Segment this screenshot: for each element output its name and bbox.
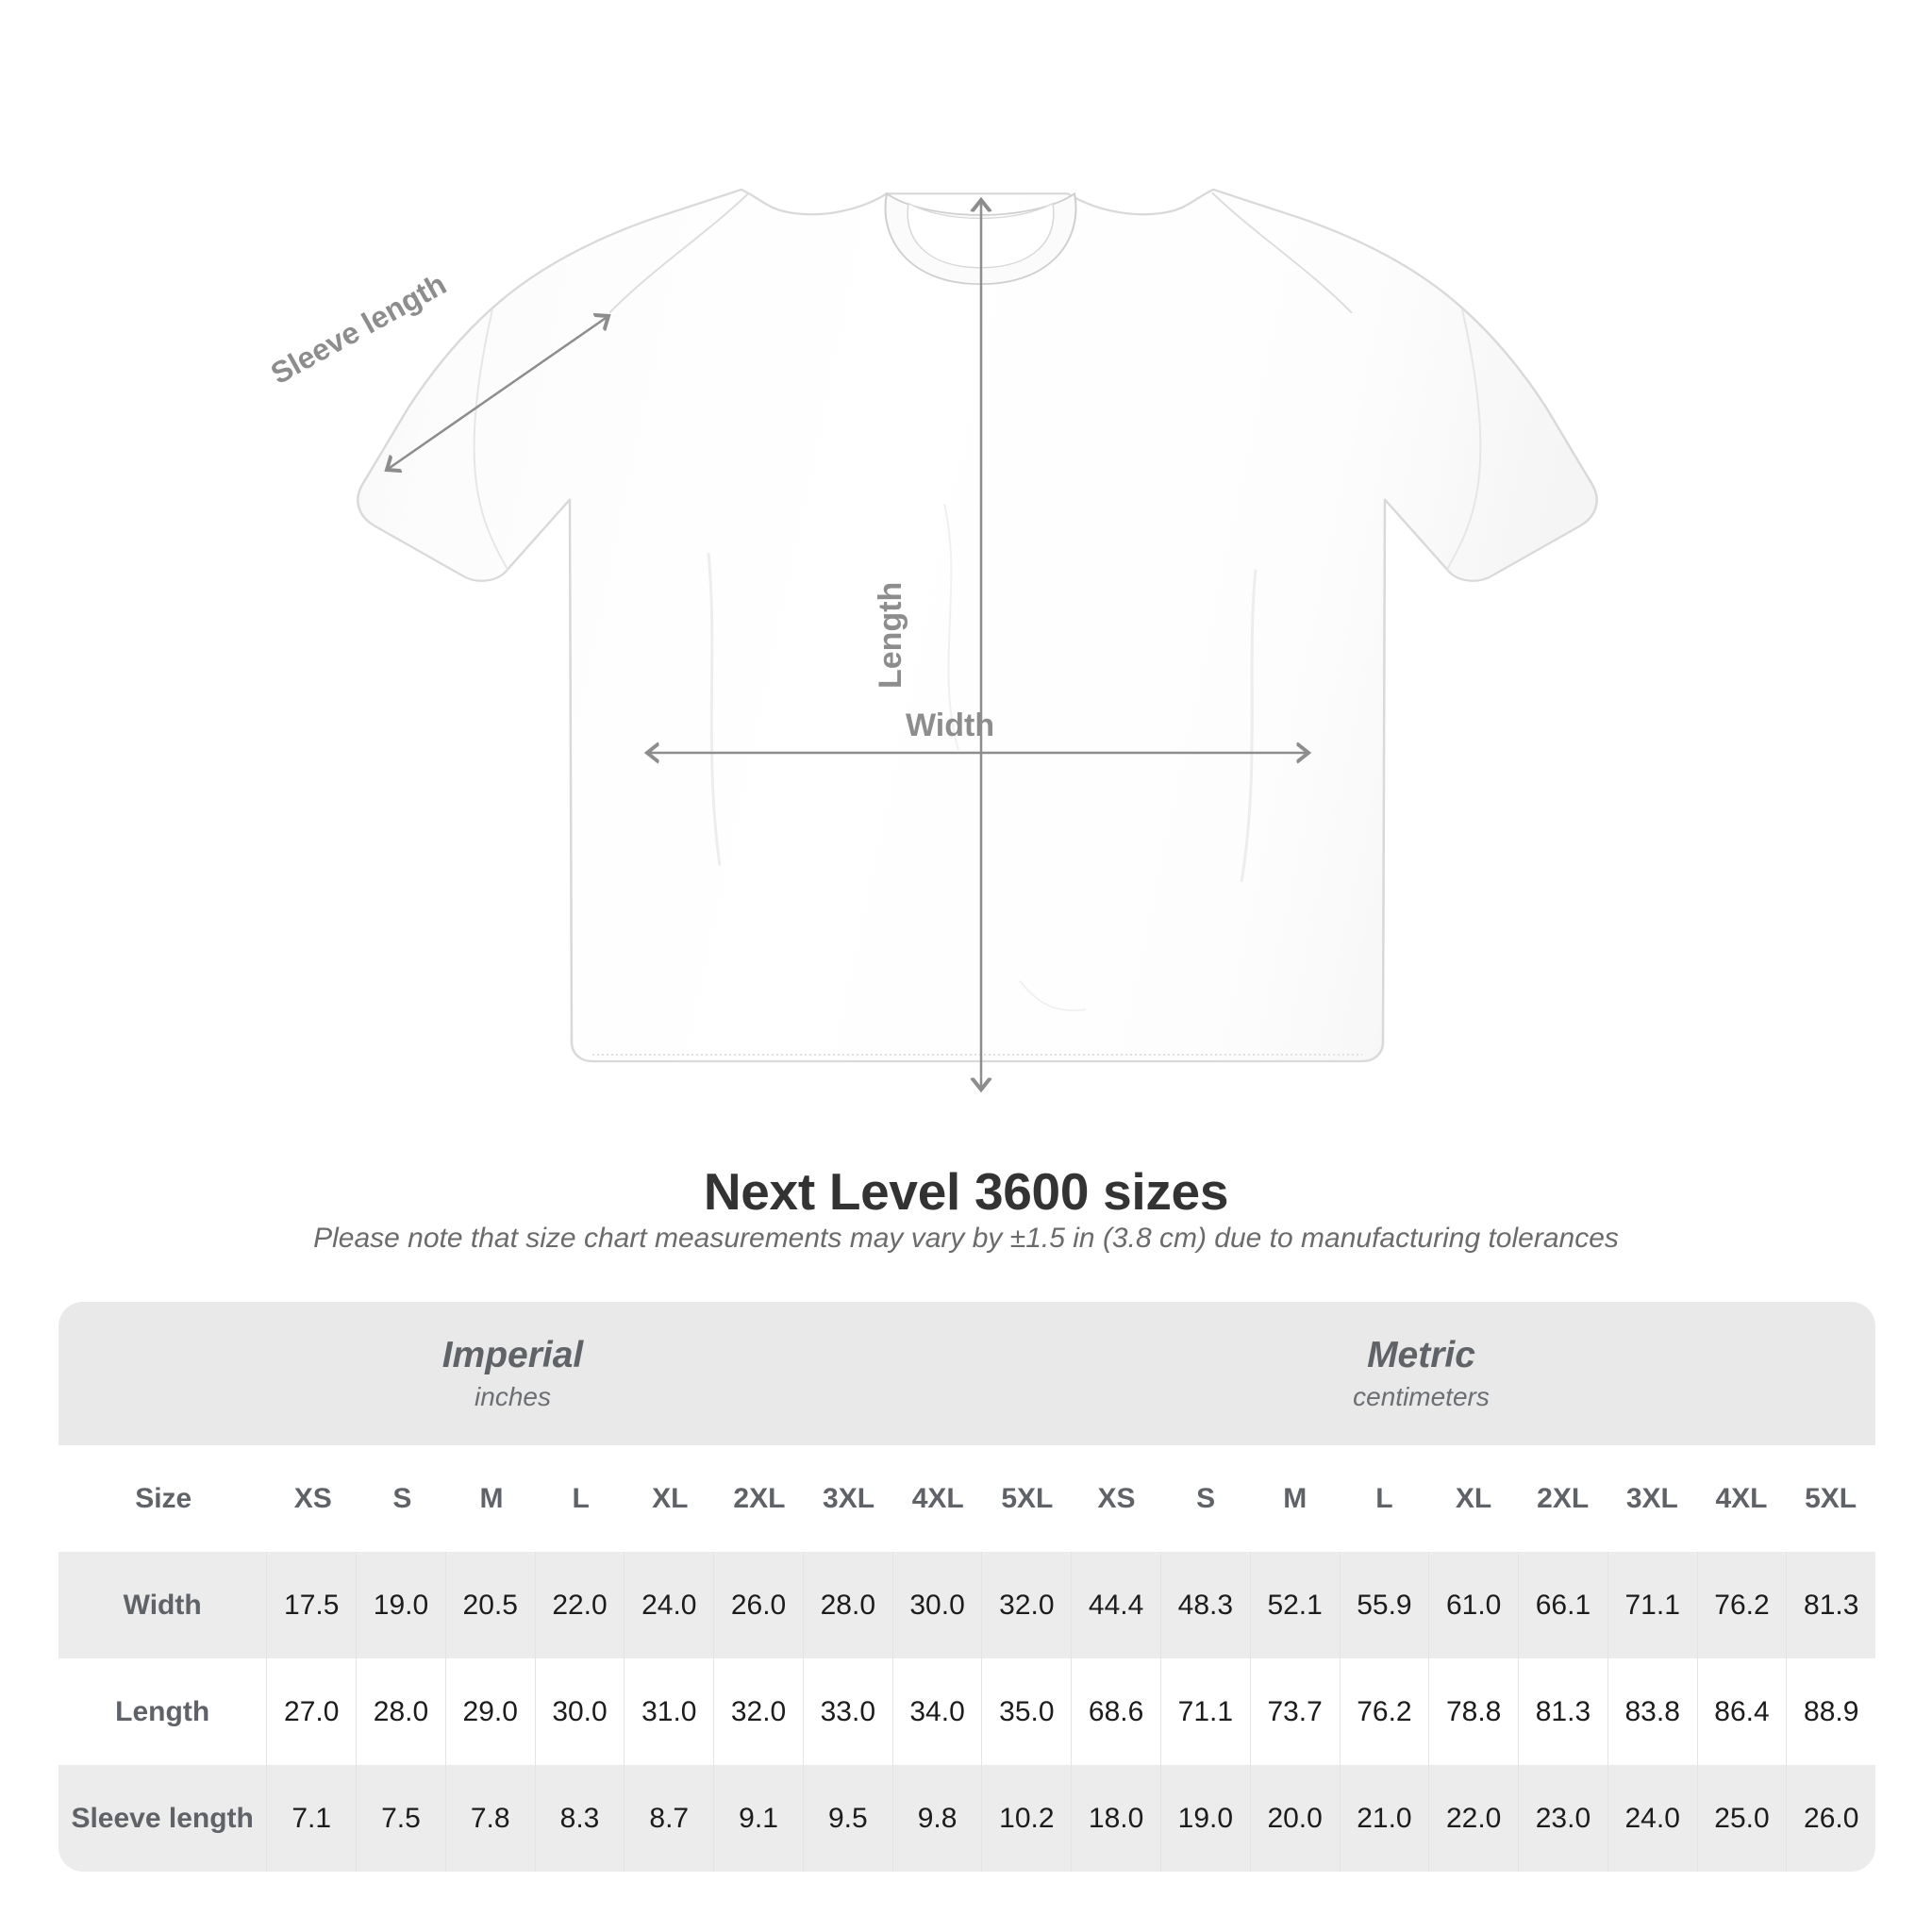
svg-text:Width: Width [906,708,994,743]
svg-text:Length: Length [873,582,908,689]
svg-text:Sleeve length: Sleeve length [265,267,452,391]
